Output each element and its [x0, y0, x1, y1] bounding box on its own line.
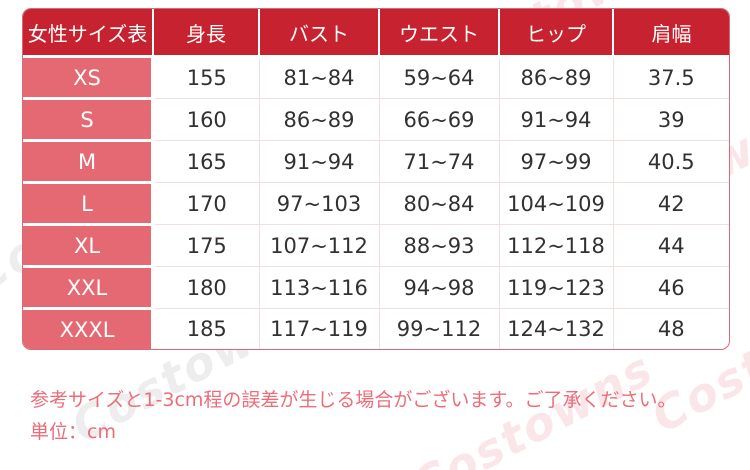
cell-shoulder: 39 [612, 98, 729, 141]
cell-waist: 99~112 [378, 308, 500, 349]
table-row-xl: XL 175 107~112 88~93 112~118 44 [23, 223, 729, 267]
cell-hip: 124~132 [498, 308, 614, 349]
table-row-xs: XS 155 81~84 59~64 86~89 37.5 [23, 56, 729, 99]
cell-hip: 86~89 [498, 56, 614, 99]
header-waist: ウエスト [379, 9, 500, 58]
cell-height: 155 [152, 56, 260, 99]
table-row-m: M 165 91~94 71~74 97~99 40.5 [23, 139, 729, 183]
cell-hip: 112~118 [498, 224, 614, 267]
size-label: L [23, 181, 155, 225]
cell-bust: 113~116 [258, 266, 380, 309]
cell-waist: 71~74 [378, 140, 500, 183]
cell-bust: 107~112 [258, 224, 380, 267]
cell-bust: 97~103 [258, 182, 380, 225]
size-label: XS [23, 56, 155, 99]
note-unit: 単位：cm [30, 421, 116, 443]
cell-waist: 66~69 [378, 98, 500, 141]
cell-shoulder: 42 [612, 182, 729, 225]
cell-height: 160 [152, 98, 260, 141]
header-row: 女性サイズ表 身長 バスト ウエスト ヒップ 肩幅 [23, 9, 729, 58]
cell-height: 175 [152, 224, 260, 267]
cell-height: 180 [152, 266, 260, 309]
size-label: XXXL [23, 307, 155, 349]
cell-shoulder: 44 [612, 224, 729, 267]
cell-height: 165 [152, 140, 260, 183]
cell-bust: 91~94 [258, 140, 380, 183]
header-shoulder: 肩幅 [613, 9, 729, 58]
footnotes: 参考サイズと1-3cm程の誤差が生じる場合がございます。ご了承ください。 単位：… [30, 384, 677, 448]
cell-hip: 97~99 [498, 140, 614, 183]
size-label: M [23, 139, 155, 183]
note-tolerance: 参考サイズと1-3cm程の誤差が生じる場合がございます。ご了承ください。 [30, 389, 677, 411]
size-label: XL [23, 223, 155, 267]
cell-hip: 104~109 [498, 182, 614, 225]
cell-bust: 86~89 [258, 98, 380, 141]
header-bust: バスト [259, 9, 380, 58]
cell-shoulder: 37.5 [612, 56, 729, 99]
cell-hip: 91~94 [498, 98, 614, 141]
header-height: 身長 [153, 9, 260, 58]
cell-shoulder: 46 [612, 266, 729, 309]
table-row-l: L 170 97~103 80~84 104~109 42 [23, 181, 729, 225]
size-label: XXL [23, 265, 155, 309]
cell-waist: 94~98 [378, 266, 500, 309]
cell-bust: 117~119 [258, 308, 380, 349]
cell-shoulder: 48 [612, 308, 729, 349]
table-row-xxl: XXL 180 113~116 94~98 119~123 46 [23, 265, 729, 309]
cell-bust: 81~84 [258, 56, 380, 99]
cell-shoulder: 40.5 [612, 140, 729, 183]
table-row-xxxl: XXXL 185 117~119 99~112 124~132 48 [23, 307, 729, 349]
table-row-s: S 160 86~89 66~69 91~94 39 [23, 97, 729, 141]
cell-hip: 119~123 [498, 266, 614, 309]
size-label: S [23, 97, 155, 141]
cell-waist: 80~84 [378, 182, 500, 225]
cell-height: 185 [152, 308, 260, 349]
header-hip: ヒップ [499, 9, 614, 58]
cell-waist: 88~93 [378, 224, 500, 267]
size-table: 女性サイズ表 身長 バスト ウエスト ヒップ 肩幅 XS 155 81~84 5… [22, 8, 730, 350]
cell-height: 170 [152, 182, 260, 225]
cell-waist: 59~64 [378, 56, 500, 99]
header-table-title: 女性サイズ表 [23, 9, 154, 58]
